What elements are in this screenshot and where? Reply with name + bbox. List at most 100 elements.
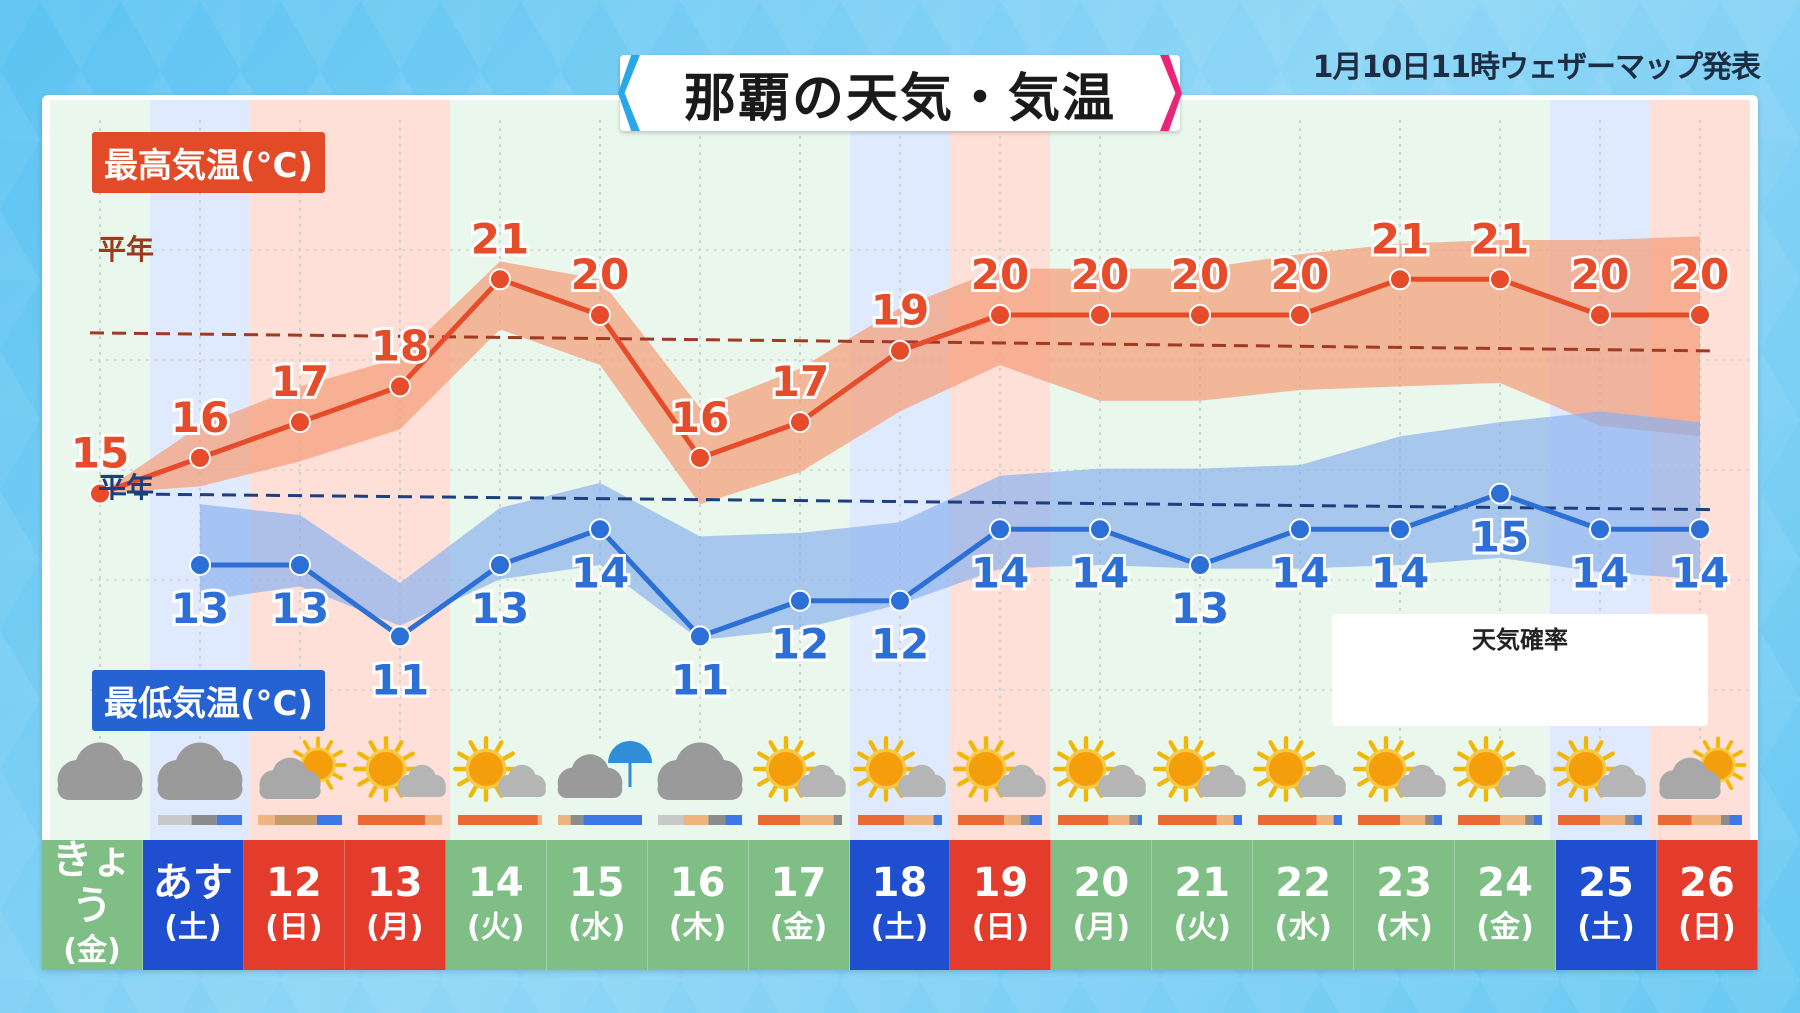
min-temp-data-label: 12 xyxy=(871,620,929,669)
cloud-icon xyxy=(1298,764,1346,797)
sun-ray xyxy=(1457,751,1472,762)
normal-min-label: 平年 xyxy=(98,471,155,504)
normal-max-label: 平年 xyxy=(98,233,155,266)
sun-ray xyxy=(1368,783,1379,798)
max-temp-point xyxy=(389,375,411,398)
date-label: 16 xyxy=(669,860,726,906)
date-cell: 13 (月) xyxy=(344,840,446,970)
cloud-base xyxy=(798,784,846,797)
min-temp-range-band xyxy=(200,411,1700,640)
max-temp-data-label: 21 xyxy=(1371,214,1429,263)
sun-ray xyxy=(457,776,472,787)
min-temp-data-label: 13 xyxy=(1171,584,1229,633)
sun-disc xyxy=(965,748,1007,790)
weather-probability-segment xyxy=(1600,815,1626,825)
sun-ray xyxy=(457,751,472,762)
weather-probability-segment xyxy=(258,815,275,825)
sun-ray xyxy=(493,740,504,755)
weekday-label: (水) xyxy=(567,910,626,945)
weather-probability-segment xyxy=(425,815,442,825)
weather-probability-segment xyxy=(1158,815,1217,825)
max-temp-point xyxy=(689,446,711,469)
day-column-bg xyxy=(550,100,650,840)
weather-probability-segment xyxy=(1333,815,1342,825)
cloud-icon xyxy=(1398,764,1446,797)
weather-probability-segment xyxy=(358,815,426,825)
date-label: 18 xyxy=(871,860,928,906)
date-cell: 14 (火) xyxy=(445,840,547,970)
weather-probability-segment xyxy=(1533,815,1542,825)
sun-ray xyxy=(757,751,772,762)
sun-ray xyxy=(1557,776,1572,787)
weather-probability-segment xyxy=(1216,815,1234,825)
min-temp-data-label: 15 xyxy=(1471,513,1529,562)
sun-ray xyxy=(857,776,872,787)
sun-ray xyxy=(1493,740,1504,755)
max-temp-point xyxy=(1389,268,1411,291)
cloud-icon xyxy=(998,764,1046,797)
weekday-label: (土) xyxy=(1577,910,1635,945)
date-label: 22 xyxy=(1275,860,1332,906)
date-cell: 21 (火) xyxy=(1152,840,1254,970)
max-temp-data-label: 16 xyxy=(671,393,729,442)
sun-ray xyxy=(1357,776,1372,787)
weather-probability-segment xyxy=(1137,815,1142,825)
min-temp-point xyxy=(1389,518,1411,541)
sun-ray xyxy=(993,740,1004,755)
sun-disc xyxy=(1265,748,1307,790)
sun-ray xyxy=(1724,740,1734,753)
min-temp-data-label: 13 xyxy=(171,584,229,633)
cloud-icon xyxy=(1498,764,1546,797)
weekday-label: (日) xyxy=(971,910,1030,945)
cloud-icon xyxy=(398,764,446,797)
weather-probability-segment xyxy=(1108,815,1130,825)
date-label: 19 xyxy=(972,860,1029,906)
sun-ray xyxy=(1468,740,1479,755)
date-label: 24 xyxy=(1477,860,1533,906)
sun-disc xyxy=(1465,748,1507,790)
max-temp-point xyxy=(289,411,311,434)
weather-probability-segment xyxy=(1691,815,1721,825)
sun-disc xyxy=(765,748,807,790)
sun-ray xyxy=(800,751,815,762)
min-temp-point xyxy=(1189,554,1211,576)
max-temp-point xyxy=(1489,268,1511,291)
date-row: きょう (金) あす (土) 12 (日) 13 (月) 14 (火) 15 (水) 16 (木) 17 (金… xyxy=(42,837,1758,970)
min-temp-data-label: 11 xyxy=(671,655,729,704)
sun-ray xyxy=(1257,751,1272,762)
weekday-label: (火) xyxy=(1173,910,1231,945)
sun-ray xyxy=(324,740,334,753)
date-cell: 20 (月) xyxy=(1051,840,1153,970)
weather-probability-segment xyxy=(1721,815,1730,825)
max-temp-data-label: 17 xyxy=(771,357,829,406)
weekday-label: (月) xyxy=(366,910,424,945)
min-temp-point xyxy=(1689,518,1711,541)
date-label: 15 xyxy=(568,860,625,906)
weather-probability-segment xyxy=(1658,815,1692,825)
max-temp-data-label: 20 xyxy=(1171,250,1229,299)
weekday-label: (土) xyxy=(870,910,929,945)
weather-probability-legend: 天気確率 xyxy=(1332,614,1708,726)
day-column-bg xyxy=(950,100,1050,840)
sun-disc xyxy=(1165,748,1207,790)
min-temp-data-label: 11 xyxy=(371,655,429,704)
date-cell: 16 (木) xyxy=(647,840,749,970)
weather-probability-segment xyxy=(274,815,317,825)
sun-ray xyxy=(1593,740,1604,755)
sun-ray xyxy=(1557,751,1572,762)
legend-title: 天気確率 xyxy=(1472,626,1568,654)
sun-ray xyxy=(1068,740,1079,755)
weather-probability-segment xyxy=(1633,815,1642,825)
weather-probability-segment xyxy=(316,815,342,825)
max-temp-data-label: 20 xyxy=(571,250,629,299)
date-cell: 22 (水) xyxy=(1253,840,1355,970)
sun-ray xyxy=(1468,783,1479,798)
weather-probability-segment xyxy=(216,815,242,825)
cloud-icon xyxy=(1598,764,1646,797)
weekday-label: (日) xyxy=(265,910,323,945)
weather-probability-segment xyxy=(758,815,800,825)
sun-ray xyxy=(1200,751,1215,762)
weather-probability-segment xyxy=(191,815,217,825)
date-label: 20 xyxy=(1073,860,1130,906)
date-cell: 24 (金) xyxy=(1455,840,1557,970)
